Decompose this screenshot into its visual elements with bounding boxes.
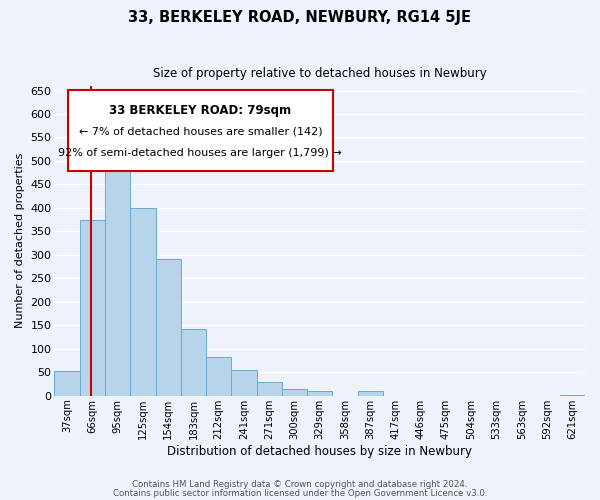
- Title: Size of property relative to detached houses in Newbury: Size of property relative to detached ho…: [153, 68, 487, 80]
- Bar: [232, 370, 257, 396]
- Text: ← 7% of detached houses are smaller (142): ← 7% of detached houses are smaller (142…: [79, 126, 322, 136]
- Y-axis label: Number of detached properties: Number of detached properties: [15, 153, 25, 328]
- X-axis label: Distribution of detached houses by size in Newbury: Distribution of detached houses by size …: [167, 444, 472, 458]
- Bar: [80, 220, 105, 396]
- Text: Contains public sector information licensed under the Open Government Licence v3: Contains public sector information licen…: [113, 488, 487, 498]
- Bar: [257, 382, 282, 396]
- Bar: [105, 155, 130, 396]
- Bar: [282, 389, 307, 396]
- Bar: [155, 258, 181, 396]
- Bar: [130, 208, 155, 396]
- Text: 92% of semi-detached houses are larger (1,799) →: 92% of semi-detached houses are larger (…: [58, 148, 342, 158]
- Bar: [181, 329, 206, 396]
- Bar: [358, 391, 383, 396]
- Text: 33 BERKELEY ROAD: 79sqm: 33 BERKELEY ROAD: 79sqm: [109, 104, 292, 118]
- Bar: [307, 391, 332, 396]
- Text: Contains HM Land Registry data © Crown copyright and database right 2024.: Contains HM Land Registry data © Crown c…: [132, 480, 468, 489]
- Bar: [206, 358, 232, 396]
- FancyBboxPatch shape: [68, 90, 333, 171]
- Bar: [560, 395, 585, 396]
- Text: 33, BERKELEY ROAD, NEWBURY, RG14 5JE: 33, BERKELEY ROAD, NEWBURY, RG14 5JE: [128, 10, 472, 25]
- Bar: [55, 372, 80, 396]
